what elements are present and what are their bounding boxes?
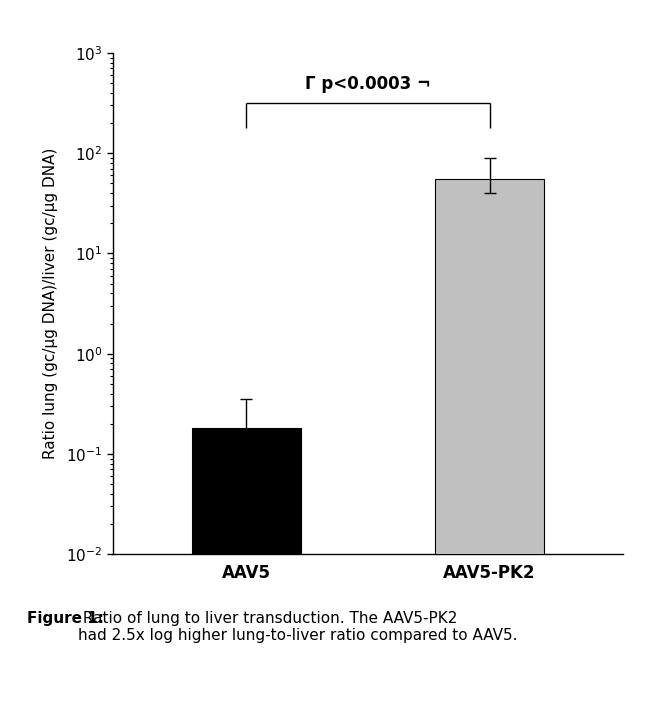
- Bar: [192, 429, 301, 706]
- Text: Γ p<0.0003 ¬: Γ p<0.0003 ¬: [305, 75, 431, 93]
- Text: Figure 1:: Figure 1:: [27, 611, 103, 626]
- Y-axis label: Ratio lung (gc/µg DNA)/liver (gc/µg DNA): Ratio lung (gc/µg DNA)/liver (gc/µg DNA): [42, 148, 58, 460]
- Bar: [435, 179, 544, 706]
- Text: Ratio of lung to liver transduction. The AAV5-PK2
had 2.5x log higher lung-to-li: Ratio of lung to liver transduction. The…: [78, 611, 518, 643]
- Text: Figure 1: Ratio of lung to liver transduction. The AAV5-PK2
had 2.5x log higher : Figure 1: Ratio of lung to liver transdu…: [27, 611, 472, 643]
